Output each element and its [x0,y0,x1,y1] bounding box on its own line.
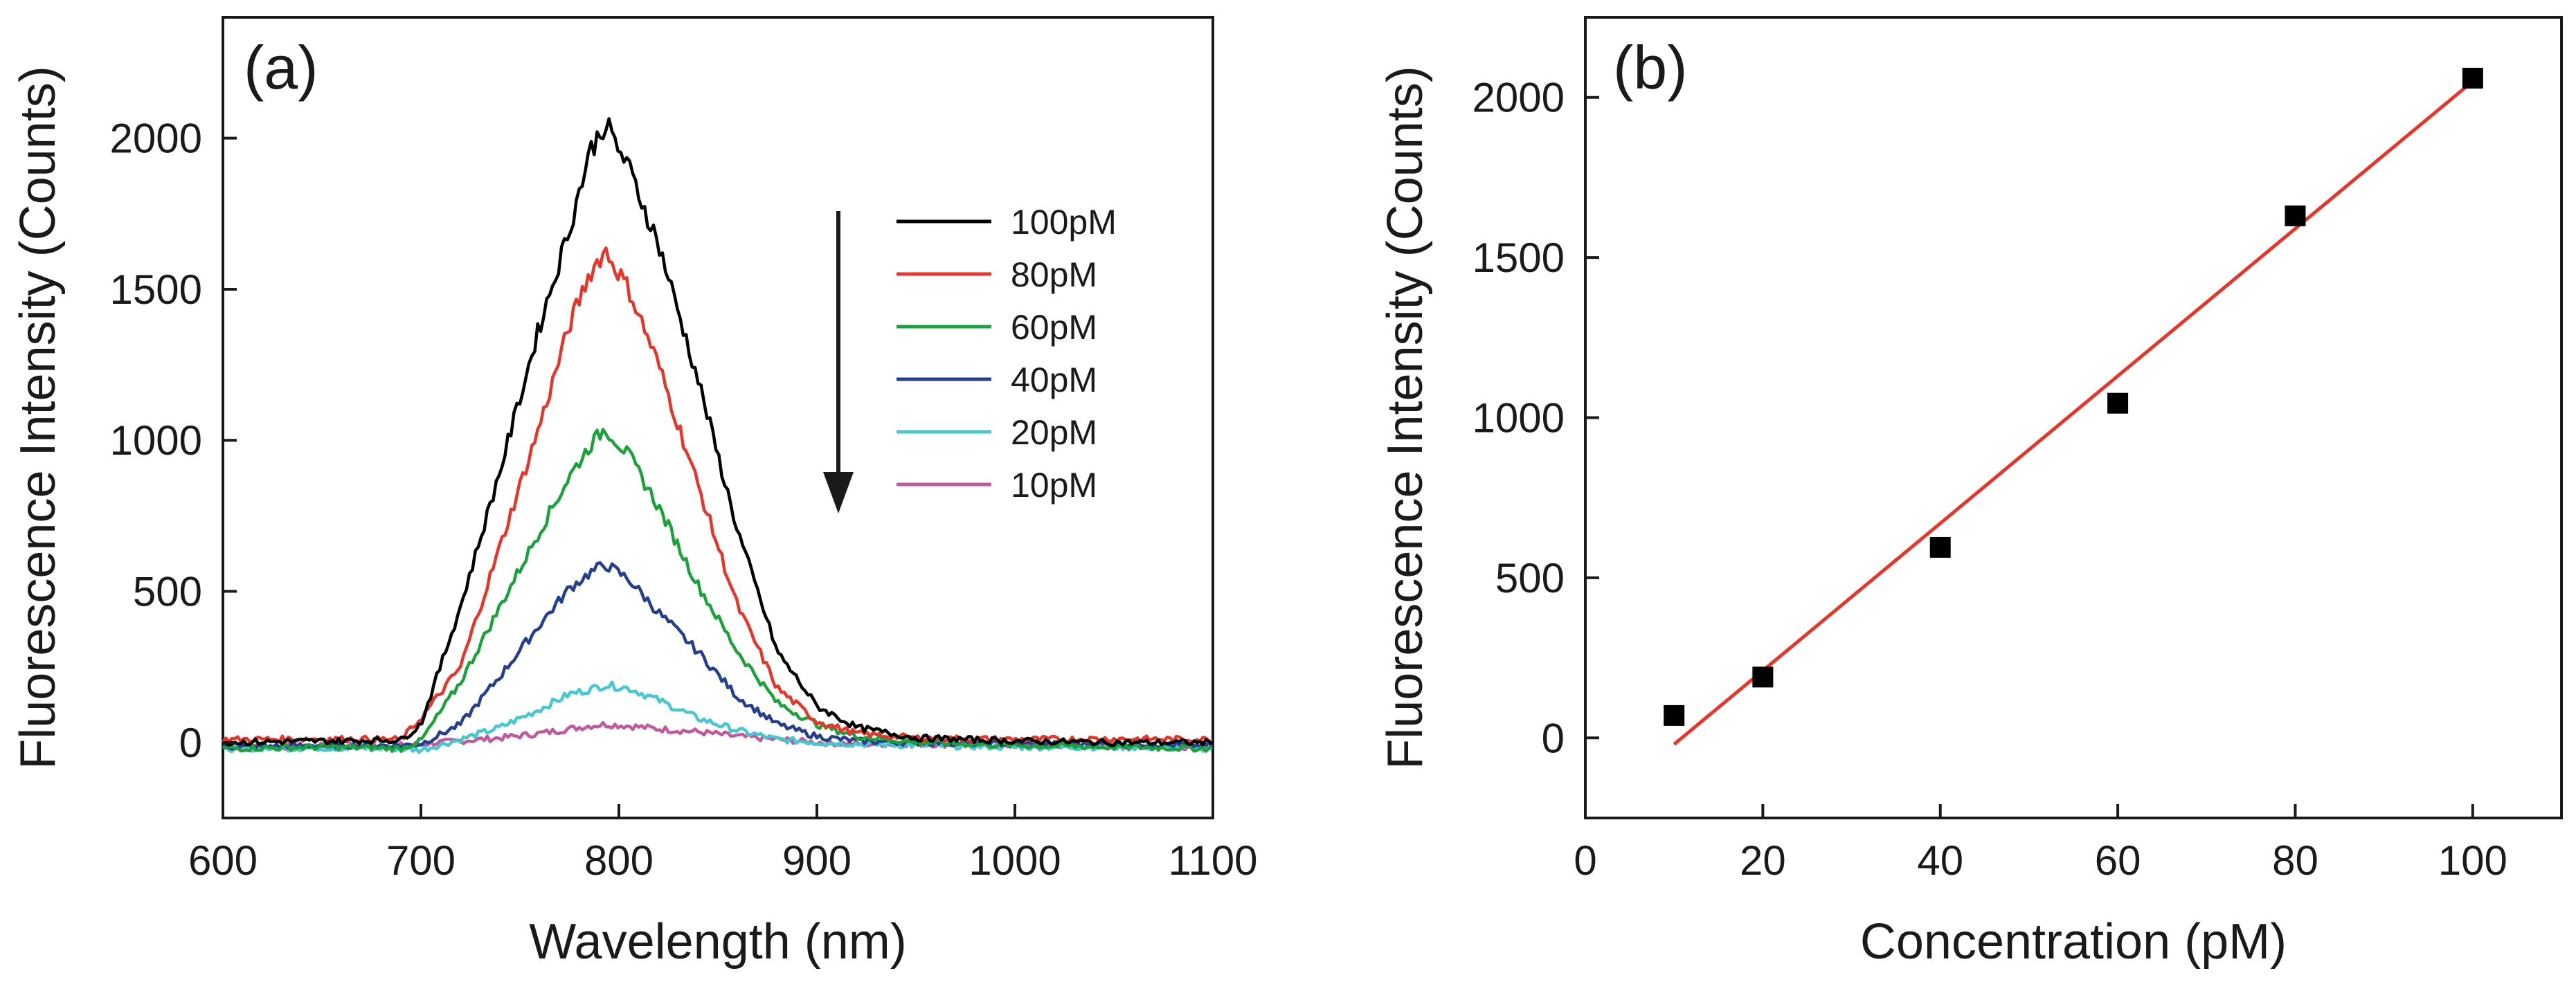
legend-label-10pM: 10pM [1011,466,1097,504]
panel-b-x-tick-label: 80 [2272,837,2318,884]
panel-b-x-tick-label: 20 [1740,837,1786,884]
panel-a-x-tick-label: 800 [584,837,654,884]
linear-fit-line [1673,80,2474,746]
panel-b-x-tick-label: 0 [1574,837,1596,884]
legend-label-60pM: 60pM [1011,308,1097,347]
legend-label-40pM: 40pM [1011,361,1097,399]
panel-a-legend: 100pM 80pM 60pM 40pM 20pM 10pM [897,203,1117,504]
panel-a-y-tick-label: 0 [179,720,202,766]
panel-a-y-tick-label: 2000 [110,116,202,162]
panel-b-x-tick-label: 100 [2438,837,2507,884]
panel-b-y-axis-label: Fluorescence Intensity (Counts) [1378,66,1433,769]
data-point-60pM [2107,392,2129,414]
panel-a-axis-ticks: 600 700 800 900 1000 1100 0 500 1000 1500 2000 [110,116,1258,884]
panel-a-y-tick-label: 500 [133,569,202,615]
panel-a-y-axis-label: Fluorescence Intensity (Counts) [10,66,66,769]
panel-b-points-group [1664,67,2483,726]
panel-a-x-tick-label: 1100 [1168,837,1257,884]
panel-b-y-tick-label: 2000 [1472,75,1565,121]
panel-b-y-tick-label: 1000 [1472,395,1565,442]
panel-b-fit-line-group [1673,80,2474,746]
panel-a-spectra-chart: 600 700 800 900 1000 1100 0 500 1000 1500 2000 (a)… [10,16,1258,970]
data-point-20pM [1752,666,1774,688]
data-point-10pM [1664,704,1685,726]
data-point-100pM [2462,67,2483,89]
legend-label-20pM: 20pM [1011,413,1097,452]
panel-b-y-tick-label: 0 [1542,715,1565,761]
panel-b-x-tick-label: 60 [2095,837,2141,884]
concentration-arrow-icon [823,211,854,513]
panel-a-label: (a) [244,33,318,102]
panel-a-x-tick-label: 700 [386,837,456,884]
panel-a-y-tick-label: 1500 [110,266,202,313]
series-line-60pM [222,428,1213,754]
legend-label-100pM: 100pM [1011,203,1117,242]
arrow-head [823,472,854,513]
panel-a-x-tick-label: 1000 [969,837,1061,884]
panel-a-plot-frame [222,16,1214,819]
panel-b-x-axis-label: Concentration (pM) [1860,914,2287,970]
series-line-40pM [222,561,1214,751]
panel-a-x-axis-label: Wavelength (nm) [529,914,907,970]
panel-a-x-tick-label: 600 [188,837,258,884]
data-point-40pM [1929,536,1951,558]
panel-a-series-group [222,117,1214,754]
data-point-80pM [2285,205,2306,226]
legend-label-80pM: 80pM [1011,255,1097,294]
panel-b-y-tick-label: 1500 [1472,235,1565,281]
panel-b-x-tick-label: 40 [1917,837,1963,884]
panel-a-y-tick-label: 1000 [110,417,202,464]
series-line-100pM [222,117,1214,747]
panel-b-y-tick-label: 500 [1495,555,1565,601]
panel-a-x-tick-label: 900 [782,837,852,884]
panel-b-label: (b) [1613,33,1688,102]
